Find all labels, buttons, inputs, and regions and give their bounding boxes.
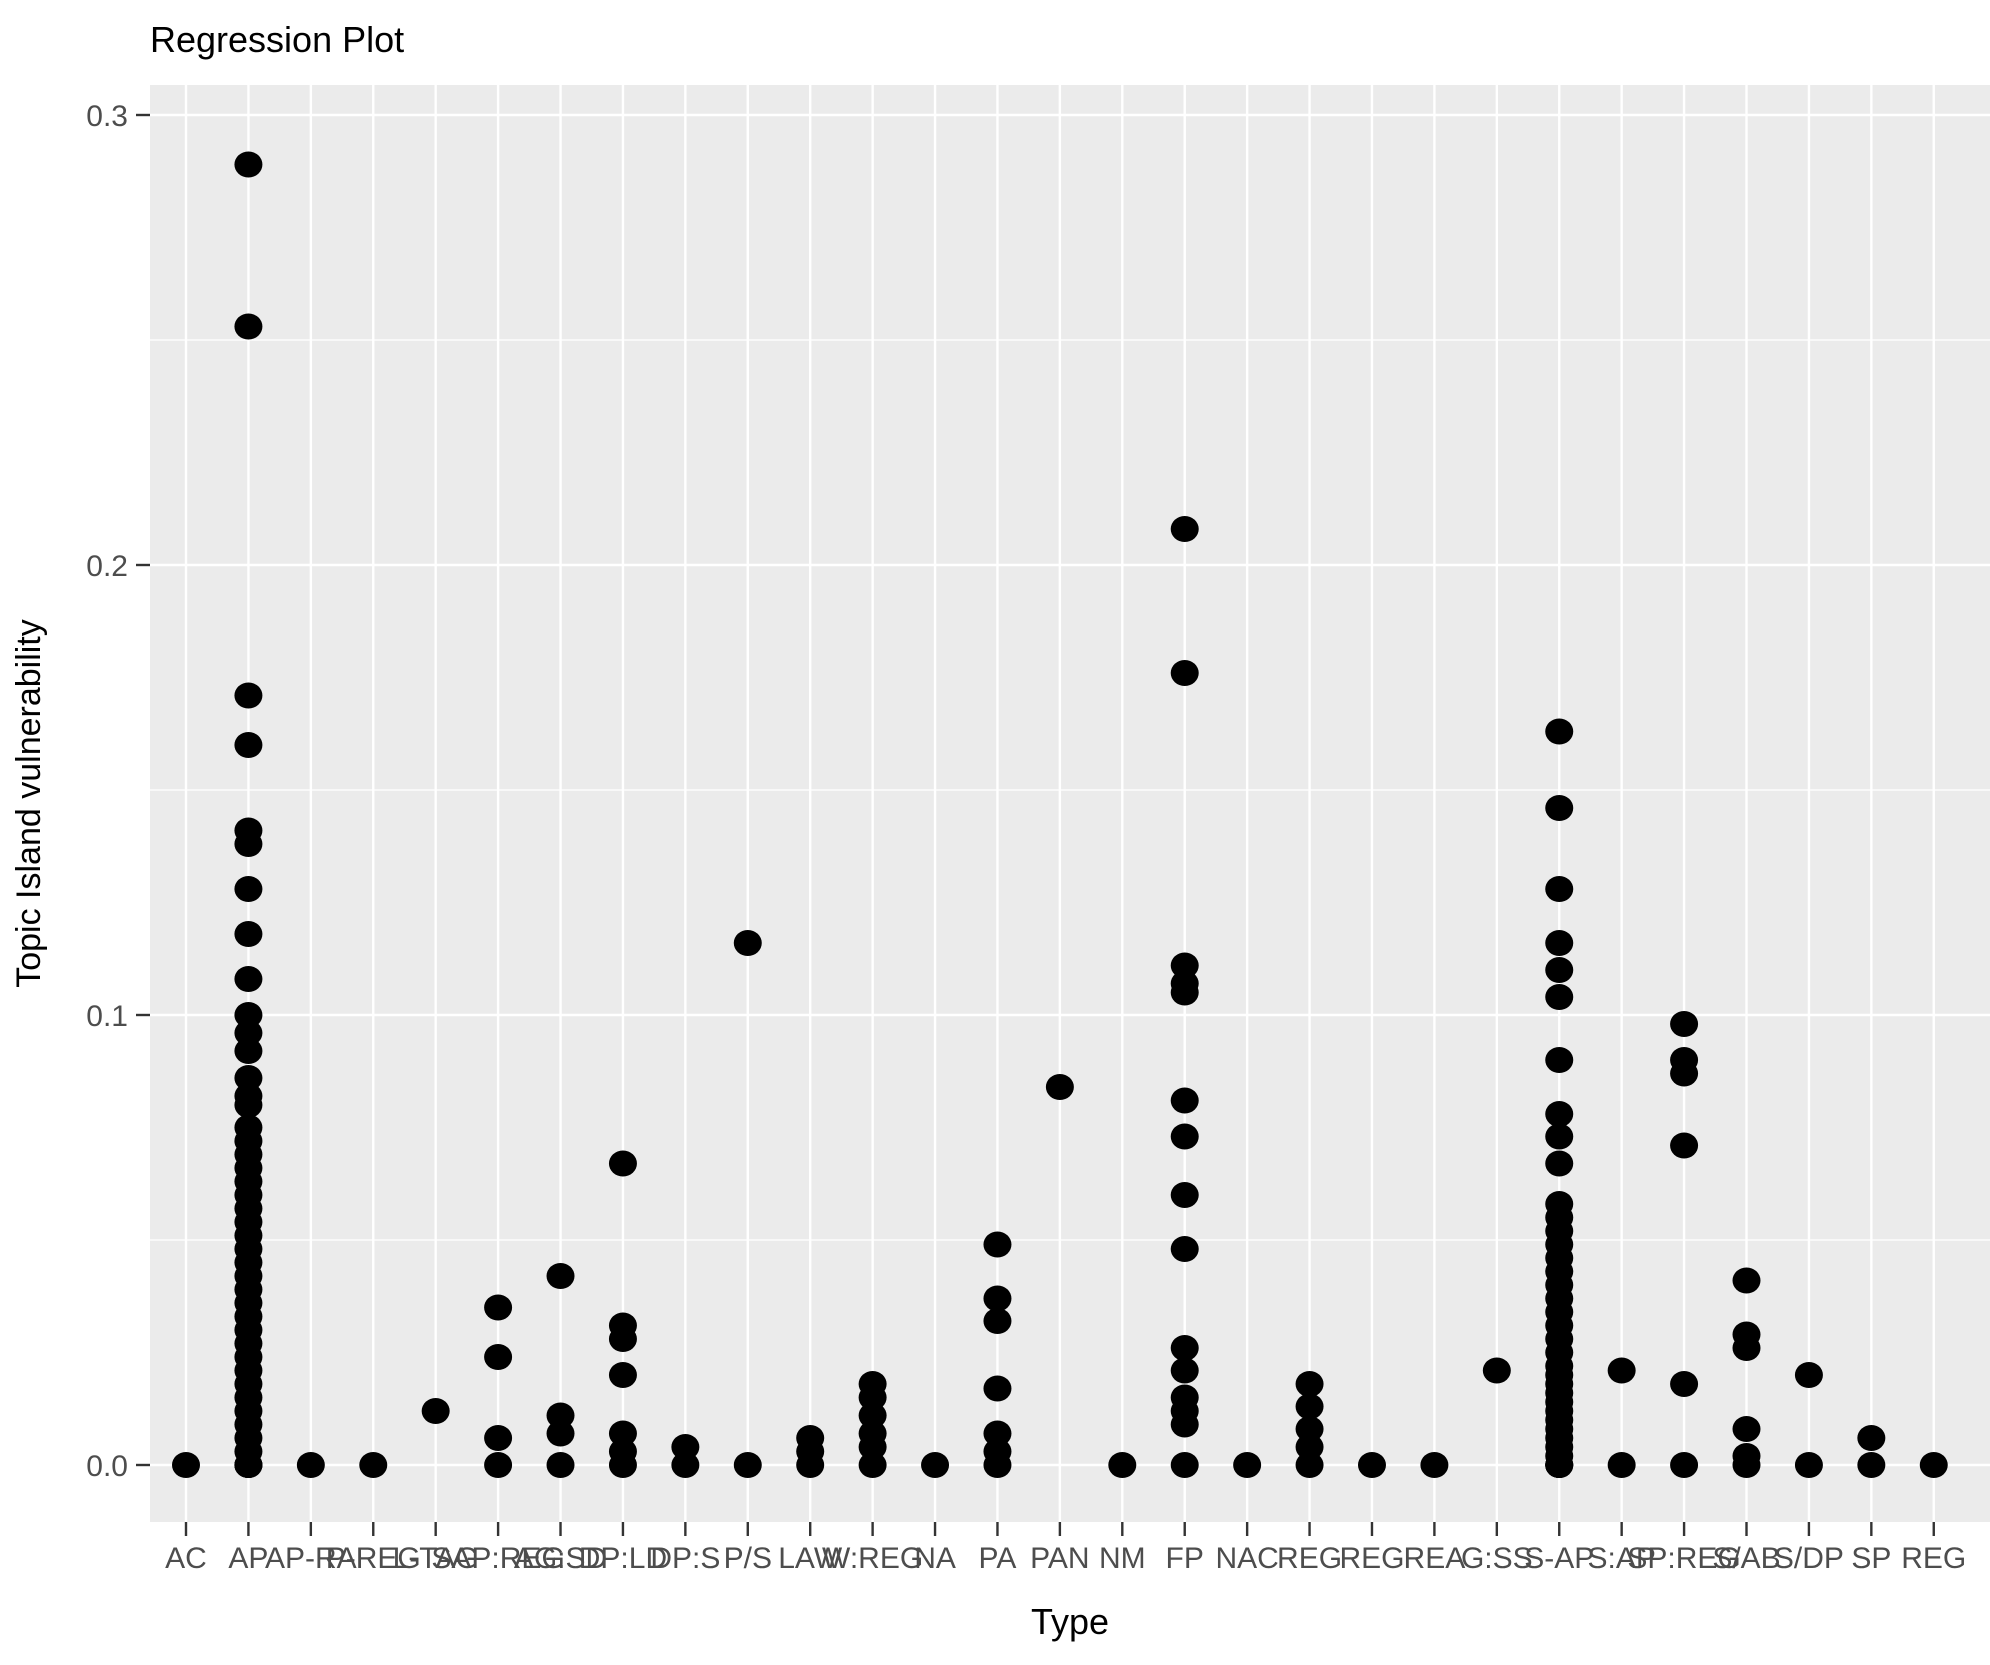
svg-text:W:REG: W:REG — [822, 1542, 923, 1575]
svg-text:S/DP: S/DP — [1774, 1542, 1844, 1575]
svg-text:LAW: LAW — [778, 1542, 843, 1575]
svg-text:0.2: 0.2 — [86, 550, 128, 583]
svg-text:S:AP: S:AP — [1587, 1542, 1655, 1575]
svg-text:SP:REG: SP:REG — [1627, 1542, 1740, 1575]
svg-text:NAC: NAC — [1215, 1542, 1278, 1575]
svg-text:PA: PA — [979, 1542, 1017, 1575]
svg-text:SP: SP — [1851, 1542, 1891, 1575]
svg-text:S/AB: S/AB — [1712, 1542, 1780, 1575]
svg-text:0.1: 0.1 — [86, 1000, 128, 1033]
chart-title: Regression Plot — [150, 19, 404, 60]
x-axis-tick-labels: AC APAP-RAP-REGL-TAGSAP:REGAG:SDDP:LDDP:S… — [165, 1542, 1966, 1575]
svg-text:0.0: 0.0 — [86, 1450, 128, 1483]
x-axis-ticks — [184, 1522, 1935, 1536]
svg-text:AP: AP — [228, 1542, 268, 1575]
y-axis-title: Topic Island vulnerability — [10, 619, 48, 988]
panel-background — [150, 85, 1990, 1522]
svg-text:NM: NM — [1099, 1542, 1146, 1575]
y-axis-tick-labels: 0.0 0.1 0.2 0.3 — [86, 100, 128, 1483]
svg-text:P-REG: P-REG — [326, 1542, 421, 1575]
svg-text:REG: REG — [1339, 1542, 1404, 1575]
data-points — [172, 151, 1948, 1478]
svg-text:AC: AC — [165, 1542, 207, 1575]
svg-text:DP:S: DP:S — [650, 1542, 720, 1575]
x-axis-title: Type — [1031, 1601, 1109, 1642]
svg-text:REG: REG — [1277, 1542, 1342, 1575]
svg-text:G:SS: G:SS — [1461, 1542, 1533, 1575]
svg-text:AP-RA: AP-RA — [265, 1542, 357, 1575]
svg-text:SAP:REG: SAP:REG — [431, 1542, 564, 1575]
svg-text:AG:SD: AG:SD — [514, 1542, 607, 1575]
svg-text:NA: NA — [914, 1542, 956, 1575]
svg-text:REG: REG — [1901, 1542, 1966, 1575]
svg-text:DP:LD: DP:LD — [579, 1542, 667, 1575]
y-axis-ticks — [136, 113, 150, 1467]
svg-text:PAN: PAN — [1030, 1542, 1089, 1575]
svg-text:L-TAG: L-TAG — [393, 1542, 479, 1575]
svg-text:S-AP: S-AP — [1524, 1542, 1594, 1575]
svg-text:REA: REA — [1404, 1542, 1466, 1575]
svg-text:0.3: 0.3 — [86, 100, 128, 133]
svg-text:FP: FP — [1166, 1542, 1204, 1575]
svg-text:P/S: P/S — [724, 1542, 772, 1575]
